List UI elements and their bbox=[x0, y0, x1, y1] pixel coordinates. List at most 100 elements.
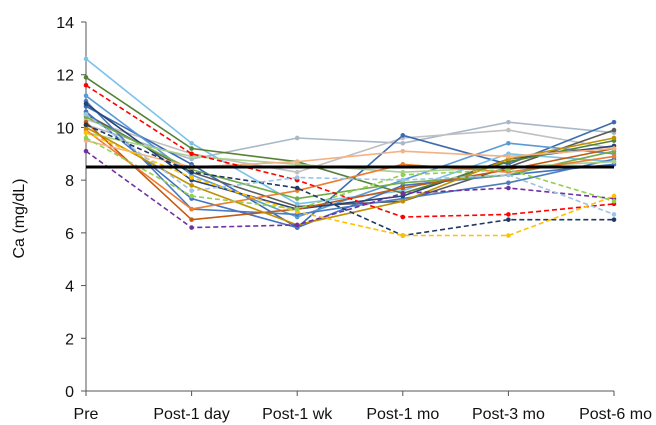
data-point bbox=[83, 82, 89, 88]
y-tick-label: 6 bbox=[65, 226, 74, 243]
data-point bbox=[189, 206, 194, 212]
data-point bbox=[506, 217, 511, 222]
data-point bbox=[83, 75, 89, 80]
x-tick-label: Post-1 mo bbox=[366, 406, 439, 423]
data-point bbox=[400, 172, 406, 178]
data-point bbox=[294, 185, 300, 191]
data-point bbox=[83, 130, 89, 135]
y-axis: 0 2 4 6 8 10 12 14 bbox=[56, 15, 87, 401]
data-point bbox=[611, 119, 617, 125]
data-point bbox=[294, 169, 300, 175]
y-tick-label: 12 bbox=[56, 68, 74, 85]
series-22 bbox=[83, 135, 617, 212]
y-tick-label: 4 bbox=[65, 279, 74, 296]
data-point bbox=[83, 111, 89, 117]
data-point bbox=[189, 188, 194, 193]
data-point bbox=[611, 212, 617, 217]
series-5 bbox=[83, 56, 617, 207]
data-point bbox=[611, 127, 617, 133]
series-line bbox=[85, 84, 615, 218]
series-18 bbox=[83, 148, 617, 230]
series-line bbox=[85, 150, 615, 229]
series-line bbox=[85, 129, 615, 210]
series-line bbox=[85, 110, 615, 229]
series-line bbox=[85, 118, 615, 173]
data-point bbox=[189, 183, 194, 188]
data-point bbox=[189, 175, 194, 180]
data-point bbox=[506, 233, 511, 238]
series-line bbox=[85, 139, 615, 168]
series-17 bbox=[83, 82, 617, 220]
data-point bbox=[83, 56, 89, 62]
y-tick-label: 2 bbox=[65, 331, 74, 348]
data-point bbox=[611, 154, 617, 159]
data-point bbox=[294, 222, 300, 228]
data-point bbox=[506, 180, 511, 186]
data-point bbox=[189, 217, 194, 222]
series-lines bbox=[83, 56, 617, 238]
data-point bbox=[189, 193, 194, 199]
data-point bbox=[189, 151, 194, 157]
data-point bbox=[506, 185, 511, 191]
data-point bbox=[506, 119, 511, 125]
data-point bbox=[294, 206, 300, 212]
data-point bbox=[611, 159, 617, 164]
data-point bbox=[400, 191, 406, 196]
data-point bbox=[83, 148, 89, 154]
data-point bbox=[506, 212, 511, 217]
y-tick-label: 0 bbox=[65, 384, 74, 401]
data-point bbox=[189, 140, 194, 146]
series-line bbox=[85, 137, 615, 210]
data-point bbox=[400, 198, 406, 204]
data-point bbox=[400, 233, 406, 238]
data-point bbox=[400, 133, 406, 138]
data-point bbox=[506, 154, 511, 159]
x-axis: Pre Post-1 day Post-1 wk Post-1 mo Post-3 mo… bbox=[74, 390, 652, 423]
y-axis-title: Ca (mg/dL) bbox=[11, 178, 28, 258]
data-point bbox=[294, 135, 300, 141]
y-tick-label: 14 bbox=[56, 15, 74, 32]
data-point bbox=[294, 196, 300, 201]
data-point bbox=[189, 146, 194, 151]
series-line bbox=[85, 113, 615, 216]
data-point bbox=[611, 146, 617, 151]
data-point bbox=[294, 201, 300, 207]
data-point bbox=[83, 101, 89, 107]
x-tick-label: Post-3 mo bbox=[472, 406, 545, 423]
x-tick-label: Pre bbox=[74, 406, 99, 423]
data-point bbox=[400, 148, 406, 154]
data-point bbox=[83, 93, 89, 99]
series-line bbox=[85, 124, 614, 237]
data-point bbox=[400, 140, 406, 146]
x-tick-label: Post-1 wk bbox=[262, 406, 333, 423]
series-21 bbox=[83, 111, 617, 217]
data-point bbox=[400, 185, 406, 191]
data-point bbox=[294, 159, 300, 164]
y-tick-label: 8 bbox=[65, 173, 74, 190]
data-point bbox=[506, 127, 511, 133]
x-ticks: Pre Post-1 day Post-1 wk Post-1 mo Post-3 mo… bbox=[74, 391, 652, 423]
data-point bbox=[506, 172, 511, 178]
data-point bbox=[611, 198, 617, 204]
data-point bbox=[83, 135, 89, 141]
data-point bbox=[189, 225, 194, 230]
series-line bbox=[85, 121, 615, 160]
data-point bbox=[506, 140, 511, 146]
series-line bbox=[85, 116, 615, 200]
x-tick-label: Post-1 day bbox=[153, 406, 229, 423]
data-point bbox=[83, 122, 89, 128]
series-line bbox=[85, 131, 615, 237]
data-point bbox=[611, 217, 617, 222]
data-point bbox=[611, 135, 617, 141]
data-point bbox=[611, 193, 617, 199]
x-tick-label: Post-6 mo bbox=[579, 406, 652, 423]
series-20 bbox=[83, 130, 617, 238]
data-point bbox=[400, 214, 406, 220]
data-point bbox=[294, 175, 300, 180]
y-ticks: 0 2 4 6 8 10 12 14 bbox=[56, 15, 86, 401]
data-point bbox=[400, 177, 406, 183]
y-tick-label: 10 bbox=[56, 120, 74, 137]
data-point bbox=[189, 169, 194, 175]
